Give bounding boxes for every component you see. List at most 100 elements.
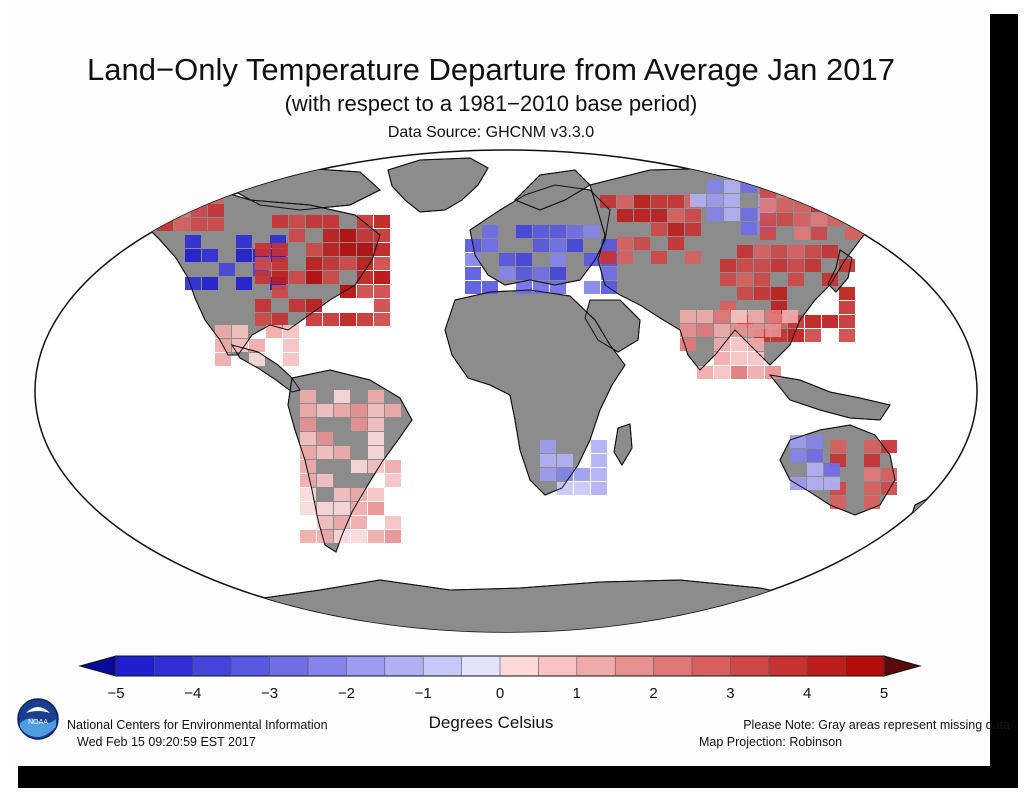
anomaly-cell — [600, 195, 616, 208]
anomaly-cell — [300, 432, 316, 445]
anomaly-cell — [255, 313, 271, 326]
anomaly-cell — [368, 488, 384, 501]
anomaly-cell — [685, 251, 701, 264]
anomaly-cell — [601, 267, 617, 280]
anomaly-cell — [714, 352, 730, 365]
anomaly-cell — [300, 404, 316, 417]
anomaly-cell — [777, 213, 793, 226]
anomaly-cell — [617, 195, 633, 208]
anomaly-cell — [591, 440, 607, 453]
anomaly-cell — [724, 194, 740, 207]
anomaly-cell — [760, 213, 776, 226]
anomaly-cell — [255, 299, 271, 312]
anomaly-cell — [306, 313, 322, 326]
anomaly-cell — [805, 329, 821, 342]
anomaly-cell — [707, 194, 723, 207]
anomaly-cell — [385, 404, 401, 417]
colorbar-segment — [269, 656, 309, 676]
anomaly-cell — [807, 435, 823, 448]
colorbar-tick-label: −5 — [107, 685, 125, 702]
anomaly-cell — [232, 339, 248, 352]
colorbar-segment — [116, 656, 155, 676]
anomaly-cell — [777, 199, 793, 212]
map-title: Land−Only Temperature Departure from Ave… — [87, 52, 895, 87]
colorbar-tick-label: −4 — [184, 685, 202, 702]
anomaly-cell — [351, 404, 367, 417]
anomaly-cell — [323, 313, 339, 326]
anomaly-cell — [591, 468, 607, 481]
anomaly-cell — [374, 215, 390, 228]
anomaly-cell — [340, 257, 356, 270]
anomaly-cell — [368, 502, 384, 515]
anomaly-cell — [724, 208, 740, 221]
anomaly-cell — [334, 390, 350, 403]
anomaly-cell — [881, 482, 897, 495]
anomaly-cell — [697, 324, 713, 337]
anomaly-cell — [465, 281, 481, 294]
anomaly-cell — [351, 418, 367, 431]
anomaly-cell — [374, 299, 390, 312]
anomaly-cell — [574, 482, 590, 495]
footer-projection: Map Projection: Robinson — [699, 735, 843, 749]
anomaly-cell — [600, 251, 616, 264]
colorbar-tick-label: −1 — [414, 685, 432, 702]
anomaly-cell — [794, 227, 810, 240]
anomaly-cell — [714, 366, 730, 379]
anomaly-cell — [283, 353, 299, 366]
anomaly-cell — [215, 353, 231, 366]
anomaly-cell — [236, 249, 252, 262]
anomaly-cell — [374, 313, 390, 326]
map-subtitle: (with respect to a 1981−2010 base period… — [284, 91, 698, 116]
anomaly-cell — [830, 440, 846, 453]
anomaly-cell — [584, 225, 600, 238]
anomaly-cell — [317, 502, 333, 515]
anomaly-cell — [334, 502, 350, 515]
anomaly-cell — [651, 223, 667, 236]
anomaly-cell — [731, 366, 747, 379]
colorbar-units: Degrees Celsius — [428, 713, 554, 732]
colorbar-high-arrow — [883, 655, 922, 677]
anomaly-cell — [811, 227, 827, 240]
anomaly-cell — [839, 287, 855, 300]
anomaly-cell — [824, 477, 840, 490]
anomaly-cell — [794, 213, 810, 226]
anomaly-cell — [533, 267, 549, 280]
anomaly-cell — [351, 502, 367, 515]
anomaly-cell — [754, 259, 770, 272]
anomaly-cell — [668, 195, 684, 208]
anomaly-cell — [236, 277, 252, 290]
anomaly-cell — [306, 271, 322, 284]
anomaly-cell — [690, 194, 706, 207]
anomaly-cell — [272, 313, 288, 326]
anomaly-cell — [550, 253, 566, 266]
colorbar-segment — [576, 656, 616, 676]
anomaly-cell — [185, 235, 201, 248]
colorbar-tick-label: 1 — [572, 685, 581, 702]
anomaly-cell — [323, 215, 339, 228]
anomaly-cell — [300, 530, 316, 543]
noaa-logo-text: NOAA — [28, 719, 48, 726]
anomaly-cell — [550, 225, 566, 238]
anomaly-cell — [731, 352, 747, 365]
anomaly-cell — [351, 488, 367, 501]
anomaly-cell — [839, 315, 855, 328]
anomaly-cell — [760, 227, 776, 240]
anomaly-cell — [807, 463, 823, 476]
anomaly-cell — [516, 267, 532, 280]
colorbar-tick-label: 5 — [879, 685, 889, 702]
anomaly-cell — [249, 339, 265, 352]
anomaly-cell — [300, 390, 316, 403]
anomaly-cell — [680, 324, 696, 337]
anomaly-cell — [516, 253, 532, 266]
anomaly-cell — [754, 287, 770, 300]
colorbar-segment — [461, 656, 501, 676]
noaa-logo-icon: NOAA — [17, 698, 59, 740]
anomaly-cell — [550, 239, 566, 252]
anomaly-cell — [272, 243, 288, 256]
anomaly-cell — [300, 460, 316, 473]
anomaly-cell — [323, 257, 339, 270]
anomaly-cell — [617, 237, 633, 250]
anomaly-cell — [374, 229, 390, 242]
anomaly-cell — [771, 287, 787, 300]
anomaly-cell — [317, 404, 333, 417]
